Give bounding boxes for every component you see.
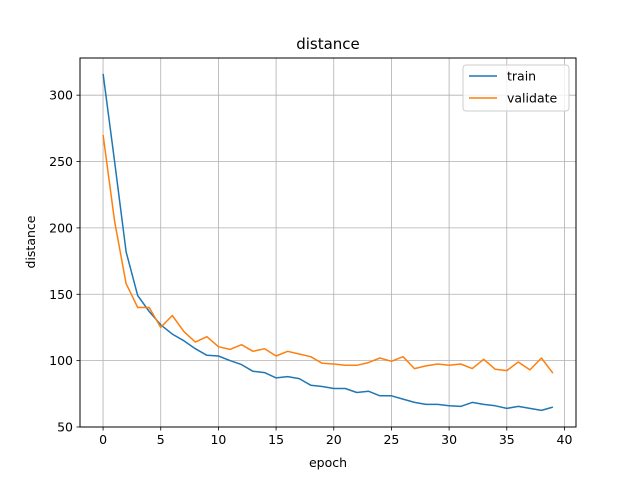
x-tick-label: 40 <box>557 432 573 447</box>
y-tick-label: 150 <box>49 287 73 302</box>
y-tick-label: 100 <box>49 353 73 368</box>
y-tick-label: 250 <box>49 154 73 169</box>
y-tick-label: 300 <box>49 88 73 103</box>
series-line-validate <box>102 134 554 374</box>
x-tick-label: 5 <box>157 432 165 447</box>
x-tick-label: 35 <box>499 432 515 447</box>
y-tick-label: 50 <box>57 420 73 435</box>
x-tick-label: 15 <box>268 432 284 447</box>
y-tick-label: 200 <box>49 220 73 235</box>
series-line-train <box>102 73 554 412</box>
y-axis-label: distance <box>23 215 38 268</box>
x-tick-label: 25 <box>383 432 399 447</box>
axis-ticks: 0 5 10 15 20 25 30 35 40 50 100 150 200 250 300 <box>49 88 572 447</box>
legend: train validate <box>462 64 570 112</box>
x-tick-label: 30 <box>441 432 457 447</box>
x-tick-label: 20 <box>326 432 342 447</box>
plot-frame <box>79 57 577 428</box>
x-axis-label: epoch <box>309 455 347 470</box>
x-tick-label: 0 <box>99 432 107 447</box>
x-tick-label: 10 <box>210 432 226 447</box>
chart-title: distance <box>296 35 360 53</box>
plot-series <box>102 73 554 412</box>
legend-label-train: train <box>507 69 536 84</box>
legend-label-validate: validate <box>507 91 557 106</box>
